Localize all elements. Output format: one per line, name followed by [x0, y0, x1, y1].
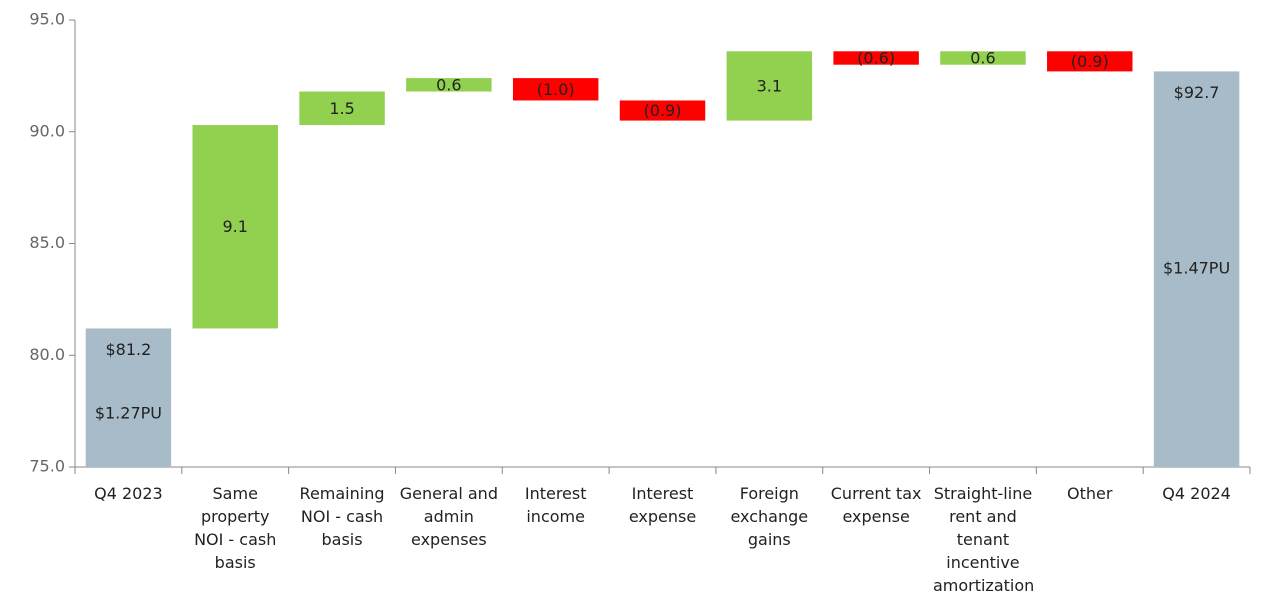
y-tick-label: 85.0 — [29, 233, 65, 252]
bar — [726, 51, 813, 121]
x-tick-label: Straight-line rent and tenant incentive … — [932, 484, 1035, 595]
x-tick-label: Foreign exchange gains — [730, 484, 809, 549]
value-label: $92.7 — [1174, 83, 1220, 102]
x-tick-label: Remaining NOI - cash basis — [299, 484, 385, 549]
y-tick-label: 75.0 — [29, 457, 65, 476]
bar — [619, 100, 706, 121]
value-label: 9.1 — [223, 217, 248, 236]
value-label: (1.0) — [537, 80, 575, 99]
bar — [1047, 51, 1133, 72]
x-tick-label: General and admin expenses — [399, 484, 498, 549]
bar — [940, 51, 1026, 65]
value-label: 1.5 — [329, 99, 354, 118]
per-unit-label: $1.47PU — [1163, 259, 1230, 278]
x-tick-label: Interest expense — [628, 484, 697, 526]
value-label: $81.2 — [106, 340, 152, 359]
y-tick-label: 90.0 — [29, 121, 65, 140]
y-tick-label: 95.0 — [29, 10, 65, 29]
value-label: (0.9) — [1071, 52, 1109, 71]
bar — [833, 51, 919, 65]
x-tick-label: Interest income — [524, 484, 587, 526]
x-tick-label: Current tax expense — [830, 484, 922, 526]
x-tick-label: Other — [1067, 484, 1113, 503]
x-tick-label: Same property NOI - cash basis — [194, 484, 277, 572]
value-label: 0.6 — [436, 75, 461, 94]
bar — [512, 78, 599, 101]
per-unit-label: $1.27PU — [95, 404, 162, 423]
bar — [406, 78, 492, 92]
y-tick-label: 80.0 — [29, 345, 65, 364]
bar — [85, 328, 172, 467]
bar — [299, 91, 385, 126]
bar — [1153, 71, 1240, 467]
bar — [192, 125, 278, 329]
value-label: 3.1 — [757, 76, 782, 95]
value-label: 0.6 — [970, 48, 995, 67]
x-tick-label: Q4 2023 — [94, 484, 163, 503]
value-label: (0.6) — [857, 48, 895, 67]
value-label: (0.9) — [644, 101, 682, 120]
x-tick-label: Q4 2024 — [1162, 484, 1231, 503]
